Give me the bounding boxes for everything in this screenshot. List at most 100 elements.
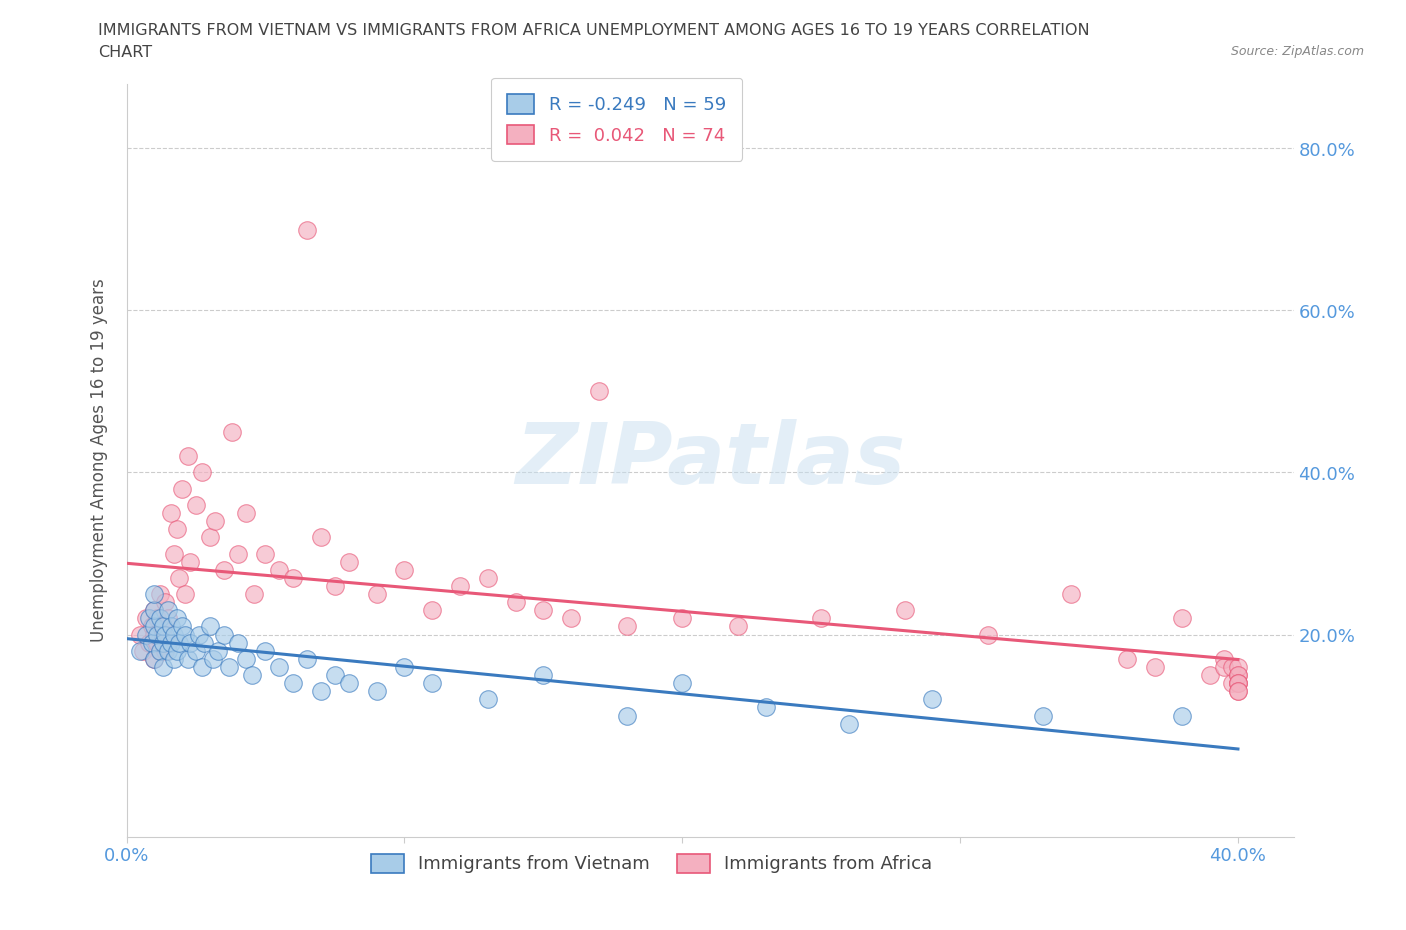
Point — [163, 651, 186, 666]
Point — [143, 651, 166, 666]
Point — [155, 644, 177, 658]
Point — [477, 692, 499, 707]
Point — [149, 644, 172, 658]
Point — [169, 570, 191, 585]
Point — [166, 644, 188, 658]
Point — [269, 659, 291, 674]
Point — [152, 619, 174, 634]
Point — [157, 635, 180, 650]
Point — [155, 594, 177, 609]
Point — [221, 425, 243, 440]
Point — [160, 619, 183, 634]
Point — [254, 546, 277, 561]
Point — [166, 611, 188, 626]
Point — [176, 449, 198, 464]
Text: ZIPatlas: ZIPatlas — [515, 418, 905, 502]
Point — [1226, 668, 1249, 683]
Point — [132, 644, 155, 658]
Point — [1171, 708, 1194, 723]
Point — [169, 635, 191, 650]
Point — [187, 627, 209, 642]
Point — [149, 587, 172, 602]
Point — [212, 627, 235, 642]
Point — [755, 700, 778, 715]
Point — [838, 716, 860, 731]
Point — [449, 578, 471, 593]
Point — [235, 651, 257, 666]
Point — [218, 659, 240, 674]
Point — [146, 627, 169, 642]
Point — [146, 635, 169, 650]
Point — [143, 587, 166, 602]
Point — [157, 611, 180, 626]
Point — [143, 651, 166, 666]
Point — [893, 603, 915, 618]
Point — [977, 627, 1000, 642]
Point — [295, 651, 318, 666]
Point — [152, 635, 174, 650]
Point — [1226, 676, 1249, 691]
Point — [152, 619, 174, 634]
Point — [157, 644, 180, 658]
Point — [1226, 676, 1249, 691]
Point — [1143, 659, 1166, 674]
Point — [671, 611, 693, 626]
Point — [1226, 659, 1249, 674]
Point — [588, 384, 610, 399]
Point — [1199, 668, 1222, 683]
Point — [810, 611, 832, 626]
Point — [420, 676, 443, 691]
Point — [323, 668, 346, 683]
Point — [1032, 708, 1054, 723]
Point — [283, 570, 305, 585]
Point — [152, 659, 174, 674]
Point — [190, 465, 212, 480]
Point — [240, 668, 263, 683]
Point — [163, 627, 186, 642]
Y-axis label: Unemployment Among Ages 16 to 19 years: Unemployment Among Ages 16 to 19 years — [90, 278, 108, 643]
Point — [152, 627, 174, 642]
Point — [129, 644, 152, 658]
Point — [671, 676, 693, 691]
Point — [176, 651, 198, 666]
Point — [1213, 659, 1236, 674]
Point — [141, 619, 163, 634]
Point — [226, 546, 249, 561]
Point — [212, 563, 235, 578]
Point — [477, 570, 499, 585]
Point — [243, 587, 266, 602]
Point — [1226, 668, 1249, 683]
Point — [172, 619, 194, 634]
Point — [166, 522, 188, 537]
Point — [138, 611, 160, 626]
Point — [129, 627, 152, 642]
Point — [366, 684, 388, 698]
Point — [1115, 651, 1137, 666]
Point — [172, 481, 194, 496]
Point — [235, 506, 257, 521]
Text: Source: ZipAtlas.com: Source: ZipAtlas.com — [1230, 45, 1364, 58]
Point — [1213, 651, 1236, 666]
Point — [174, 627, 197, 642]
Point — [135, 627, 157, 642]
Point — [394, 563, 416, 578]
Point — [149, 644, 172, 658]
Point — [1226, 676, 1249, 691]
Point — [193, 635, 215, 650]
Point — [157, 603, 180, 618]
Point — [1171, 611, 1194, 626]
Point — [179, 635, 201, 650]
Point — [135, 611, 157, 626]
Point — [531, 668, 554, 683]
Point — [163, 546, 186, 561]
Point — [616, 708, 638, 723]
Point — [226, 635, 249, 650]
Point — [155, 627, 177, 642]
Point — [1222, 676, 1244, 691]
Point — [531, 603, 554, 618]
Point — [366, 587, 388, 602]
Point — [921, 692, 943, 707]
Text: IMMIGRANTS FROM VIETNAM VS IMMIGRANTS FROM AFRICA UNEMPLOYMENT AMONG AGES 16 TO : IMMIGRANTS FROM VIETNAM VS IMMIGRANTS FR… — [98, 23, 1090, 38]
Point — [1226, 684, 1249, 698]
Point — [190, 659, 212, 674]
